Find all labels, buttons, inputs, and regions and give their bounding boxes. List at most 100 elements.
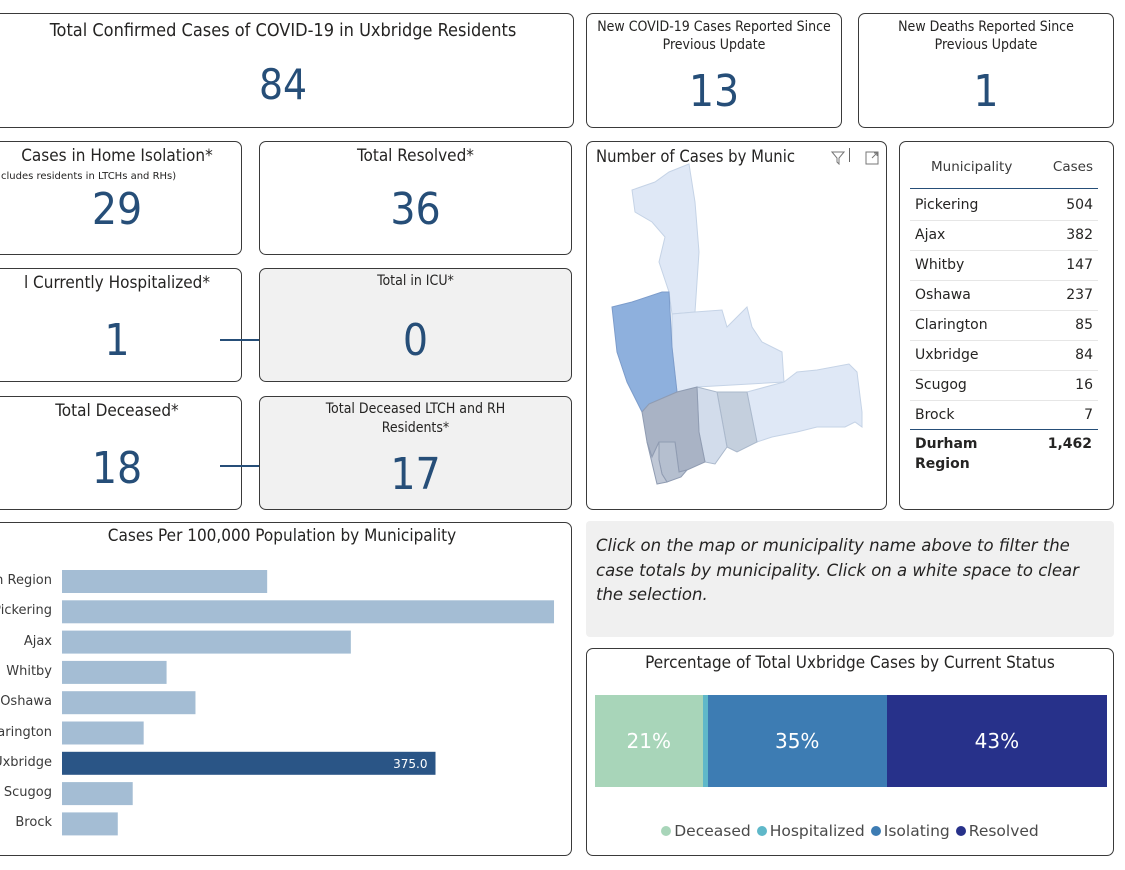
table-row[interactable]: Clarington 85 bbox=[910, 310, 1098, 341]
status-card: Percentage of Total Uxbridge Cases by Cu… bbox=[586, 648, 1114, 856]
table-cell-name: Ajax bbox=[915, 227, 946, 243]
table-cell-cases: 382 bbox=[1066, 227, 1093, 243]
hospitalized-value: 1 bbox=[104, 315, 130, 366]
deceased-title: Total Deceased* bbox=[55, 401, 179, 421]
filter-icon[interactable] bbox=[831, 151, 845, 165]
bar-category-label: arington bbox=[0, 724, 52, 740]
table-total-divider bbox=[910, 429, 1098, 430]
total-resolved-card: Total Resolved* 36 bbox=[259, 141, 572, 255]
table-cell-cases: 16 bbox=[1075, 377, 1093, 393]
table-total-cases: 1,462 bbox=[1047, 436, 1092, 452]
new-cases-value: 13 bbox=[688, 66, 740, 117]
bar-whitby[interactable] bbox=[62, 660, 167, 684]
instruction-note: Click on the map or municipality name ab… bbox=[586, 521, 1114, 637]
table-row[interactable]: Oshawa 237 bbox=[910, 280, 1098, 311]
bar-category-label: Uxbridge bbox=[0, 754, 52, 770]
bar-category-label: Ajax bbox=[23, 633, 52, 649]
table-row[interactable]: Uxbridge 84 bbox=[910, 340, 1098, 371]
table-row[interactable]: Brock 7 bbox=[910, 400, 1098, 430]
legend-dot-icon bbox=[661, 826, 672, 836]
table-cell-name: Clarington bbox=[915, 317, 988, 333]
status-segment-resolved[interactable]: 43% bbox=[886, 695, 1107, 787]
legend-label: Hospitalized bbox=[769, 822, 865, 840]
table-row[interactable]: Ajax 382 bbox=[910, 220, 1098, 251]
status-stacked-bar[interactable]: 21% 35% 43% bbox=[595, 695, 1107, 787]
deceased-card: Total Deceased* 18 bbox=[0, 396, 242, 510]
deceased-value: 18 bbox=[91, 443, 143, 494]
table-header-cases[interactable]: Cases bbox=[1052, 159, 1093, 175]
bar-oshawa[interactable] bbox=[62, 691, 196, 715]
home-isolation-card: Cases in Home Isolation* cludes resident… bbox=[0, 141, 242, 255]
legend-label: Resolved bbox=[968, 822, 1039, 840]
table-cell-name: Oshawa bbox=[915, 287, 971, 303]
map-title-overflow bbox=[849, 148, 854, 162]
new-cases-title: New COVID-19 Cases Reported Since Previo… bbox=[597, 19, 831, 53]
bar-scugog[interactable] bbox=[62, 782, 133, 806]
legend-item-deceased[interactable]: Deceased bbox=[661, 822, 751, 840]
table-cell-cases: 147 bbox=[1066, 257, 1093, 273]
new-deaths-card: New Deaths Reported Since Previous Updat… bbox=[858, 13, 1114, 128]
map-card[interactable]: Number of Cases by Munic bbox=[586, 141, 887, 510]
bar-category-label: Oshawa bbox=[0, 694, 52, 710]
table-row[interactable]: Scugog 16 bbox=[910, 370, 1098, 401]
legend-dot-icon bbox=[870, 826, 881, 836]
legend-dot-icon bbox=[756, 826, 767, 836]
cases-per-100k-title: Cases Per 100,000 Population by Municipa… bbox=[107, 526, 457, 546]
icu-title: Total in ICU* bbox=[377, 273, 454, 289]
table-cell-cases: 7 bbox=[1084, 407, 1093, 423]
status-legend: Deceased Hospitalized Isolating Resolved bbox=[587, 822, 1113, 840]
legend-item-resolved[interactable]: Resolved bbox=[955, 822, 1039, 840]
bar-category-label: Brock bbox=[15, 815, 52, 831]
bar-pickering[interactable] bbox=[62, 600, 555, 624]
home-isolation-value: 29 bbox=[91, 184, 143, 235]
bar-arington[interactable] bbox=[62, 721, 144, 745]
table-row[interactable]: Pickering 504 bbox=[910, 190, 1098, 221]
table-cell-name: Brock bbox=[915, 407, 955, 423]
durham-region-map[interactable] bbox=[587, 142, 886, 509]
focus-mode-icon[interactable] bbox=[865, 151, 879, 165]
total-confirmed-card: Total Confirmed Cases of COVID-19 in Uxb… bbox=[0, 13, 574, 128]
table-cell-name: Scugog bbox=[915, 377, 967, 393]
total-confirmed-title: Total Confirmed Cases of COVID-19 in Uxb… bbox=[49, 20, 517, 41]
status-segment-deceased[interactable]: 21% bbox=[595, 695, 703, 787]
home-isolation-title: Cases in Home Isolation* bbox=[21, 146, 213, 166]
table-cell-name: Whitby bbox=[915, 257, 965, 273]
table-cell-cases: 504 bbox=[1066, 197, 1093, 213]
status-segment-hospitalized[interactable] bbox=[702, 695, 708, 787]
map-region-clarington[interactable] bbox=[746, 363, 863, 443]
status-segment-isolating[interactable]: 35% bbox=[707, 695, 887, 787]
table-cell-cases: 237 bbox=[1066, 287, 1093, 303]
bar-ajax[interactable] bbox=[62, 630, 351, 654]
table-header-municipality[interactable]: Municipality bbox=[931, 159, 1013, 175]
bar-category-label: Scugog bbox=[3, 785, 52, 801]
municipality-table-card: Municipality Cases Pickering 504 Ajax 382 … bbox=[899, 141, 1114, 510]
table-cell-cases: 85 bbox=[1075, 317, 1093, 333]
table-cell-cases: 84 bbox=[1075, 347, 1093, 363]
bar-uxbridge[interactable] bbox=[62, 751, 436, 775]
legend-item-hospitalized[interactable]: Hospitalized bbox=[756, 822, 865, 840]
legend-label: Isolating bbox=[883, 822, 950, 840]
legend-item-isolating[interactable]: Isolating bbox=[870, 822, 950, 840]
bar-data-label: 375.0 bbox=[393, 757, 427, 771]
total-resolved-title: Total Resolved* bbox=[357, 146, 474, 166]
table-total-name: Durham Region bbox=[915, 436, 978, 472]
bar-category-label: Whitby bbox=[6, 663, 52, 679]
icu-value: 0 bbox=[402, 315, 429, 366]
new-deaths-value: 1 bbox=[973, 66, 999, 117]
new-deaths-title: New Deaths Reported Since Previous Updat… bbox=[898, 19, 1074, 53]
table-header-divider bbox=[910, 188, 1098, 189]
total-confirmed-value: 84 bbox=[258, 60, 308, 109]
home-isolation-subtitle: cludes residents in LTCHs and RHs) bbox=[1, 171, 177, 182]
legend-label: Deceased bbox=[674, 822, 751, 840]
total-resolved-value: 36 bbox=[390, 184, 441, 235]
map-title: Number of Cases by Munic bbox=[596, 147, 795, 166]
legend-dot-icon bbox=[955, 826, 966, 836]
hospitalized-title: l Currently Hospitalized* bbox=[23, 273, 211, 293]
bar-n-region[interactable] bbox=[62, 570, 268, 593]
bar-brock[interactable] bbox=[62, 812, 118, 836]
bar-category-label: n Region bbox=[0, 573, 52, 588]
table-row[interactable]: Whitby 147 bbox=[910, 250, 1098, 281]
map-region-durham-south[interactable] bbox=[646, 441, 668, 485]
hospitalized-card: l Currently Hospitalized* 1 bbox=[0, 268, 242, 382]
